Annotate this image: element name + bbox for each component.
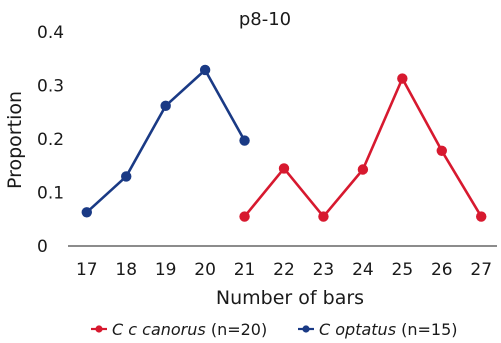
legend-series-count-1: (n=15) bbox=[396, 320, 457, 339]
y-tick-label-1: 0.1 bbox=[37, 184, 64, 204]
data-point-0-4 bbox=[397, 73, 408, 84]
x-tick-label-9: 26 bbox=[431, 260, 453, 280]
series-line-1 bbox=[85, 68, 246, 214]
y-tick-label-0: 0 bbox=[37, 237, 48, 257]
x-tick-label-3: 20 bbox=[194, 260, 216, 280]
series-1 bbox=[81, 64, 250, 218]
x-axis-title: Number of bars bbox=[216, 287, 364, 309]
data-point-1-4 bbox=[239, 135, 250, 146]
series-layer bbox=[81, 64, 487, 222]
chart-title: p8-10 bbox=[239, 9, 291, 30]
y-tick-label-3: 0.3 bbox=[37, 77, 64, 97]
legend-series-count-0: (n=20) bbox=[206, 320, 267, 339]
x-tick-label-5: 22 bbox=[273, 260, 295, 280]
series-0 bbox=[239, 73, 487, 222]
legend-series-name-0: C c canorus bbox=[112, 320, 206, 339]
x-tick-label-8: 25 bbox=[392, 260, 414, 280]
y-tick-label-2: 0.2 bbox=[37, 130, 64, 150]
x-tick-label-0: 17 bbox=[76, 260, 98, 280]
legend: C c canorus (n=20) C optatus (n=15) bbox=[91, 320, 458, 339]
legend-label-1: C optatus (n=15) bbox=[319, 320, 458, 339]
x-tick-label-4: 21 bbox=[234, 260, 256, 280]
legend-marker-1 bbox=[302, 325, 310, 333]
data-point-0-5 bbox=[436, 145, 447, 156]
legend-marker-0 bbox=[95, 325, 103, 333]
x-tick-label-10: 27 bbox=[470, 260, 492, 280]
data-point-1-2 bbox=[160, 100, 171, 112]
y-axis-ticks: 0 0.1 0.2 0.3 0.4 bbox=[37, 23, 64, 257]
x-tick-label-2: 19 bbox=[155, 260, 177, 280]
data-point-0-2 bbox=[318, 211, 329, 222]
legend-series-name-1: C optatus bbox=[319, 320, 396, 339]
data-point-1-3 bbox=[199, 64, 211, 76]
y-axis-title: Proportion bbox=[4, 91, 26, 189]
data-point-0-3 bbox=[357, 164, 369, 175]
legend-item-0: C c canorus (n=20) bbox=[91, 320, 267, 339]
data-point-1-1 bbox=[121, 171, 132, 182]
x-tick-label-7: 24 bbox=[352, 260, 374, 280]
data-point-0-0 bbox=[239, 211, 250, 222]
x-tick-label-6: 23 bbox=[313, 260, 335, 280]
y-tick-label-4: 0.4 bbox=[37, 23, 64, 43]
data-point-1-0 bbox=[81, 207, 92, 218]
legend-label-0: C c canorus (n=20) bbox=[112, 320, 267, 339]
data-point-0-1 bbox=[278, 163, 290, 174]
legend-item-1: C optatus (n=15) bbox=[298, 320, 458, 339]
x-tick-label-1: 18 bbox=[115, 260, 137, 280]
data-point-0-6 bbox=[476, 211, 487, 222]
x-axis-ticks: 17 18 19 20 21 22 23 24 25 26 27 bbox=[76, 260, 492, 280]
